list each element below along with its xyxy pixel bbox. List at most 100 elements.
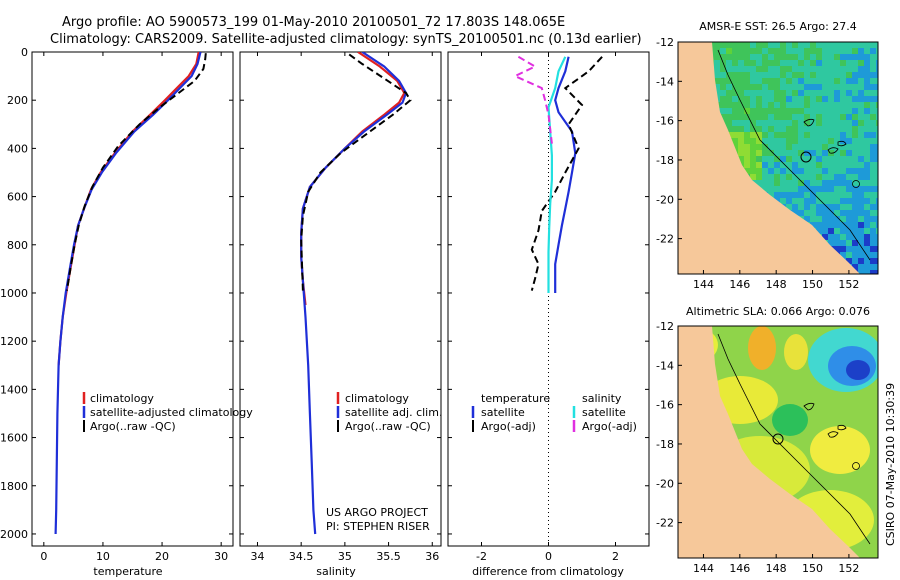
sst-cell	[870, 174, 876, 180]
sst-cell	[864, 186, 870, 192]
sst-cell	[864, 48, 870, 54]
sst-cell	[732, 48, 738, 54]
sst-cell	[858, 270, 864, 274]
sst-cell	[846, 222, 852, 228]
sst-cell	[750, 102, 756, 108]
sst-cell	[864, 90, 870, 96]
sst-cell	[762, 114, 768, 120]
sst-cell	[870, 132, 876, 138]
sst-cell	[846, 258, 852, 264]
sst-cell	[870, 246, 876, 252]
sst-cell	[822, 210, 828, 216]
sst-cell	[792, 126, 798, 132]
sst-cell	[816, 222, 822, 228]
sst-cell	[732, 96, 738, 102]
sst-cell	[768, 174, 774, 180]
sst-cell	[804, 96, 810, 102]
sst-cell	[840, 42, 846, 48]
sst-cell	[870, 66, 876, 72]
sst-cell	[828, 174, 834, 180]
sst-cell	[876, 198, 878, 204]
sst-cell	[870, 108, 876, 114]
sst-cell	[840, 150, 846, 156]
map-lat-tick-label: -14	[656, 75, 674, 88]
sst-cell	[822, 78, 828, 84]
x-tick-label: 20	[155, 550, 169, 563]
sst-cell	[786, 162, 792, 168]
sst-cell	[822, 144, 828, 150]
sst-cell	[810, 138, 816, 144]
sst-cell	[858, 150, 864, 156]
sst-cell	[840, 216, 846, 222]
sst-cell	[780, 78, 786, 84]
sst-cell	[834, 198, 840, 204]
sst-cell	[828, 78, 834, 84]
sst-cell	[774, 54, 780, 60]
sst-cell	[750, 108, 756, 114]
sst-cell	[726, 78, 732, 84]
sst-cell	[792, 108, 798, 114]
sst-cell	[768, 156, 774, 162]
sst-cell	[762, 108, 768, 114]
sst-cell	[750, 162, 756, 168]
sst-cell	[852, 48, 858, 54]
sst-cell	[756, 84, 762, 90]
sst-cell	[792, 156, 798, 162]
sst-map-reefs	[803, 118, 847, 154]
sst-cell	[804, 156, 810, 162]
sla-map-blob	[810, 426, 870, 474]
sst-cell	[864, 150, 870, 156]
sst-cell	[756, 180, 762, 186]
sst-cell	[834, 120, 840, 126]
sst-cell	[768, 42, 774, 48]
sst-cell	[822, 90, 828, 96]
sla-map-blob	[784, 334, 808, 370]
sst-cell	[792, 102, 798, 108]
sst-cell	[768, 108, 774, 114]
sst-cell	[774, 186, 780, 192]
sst-cell	[738, 156, 744, 162]
sst-cell	[864, 108, 870, 114]
sst-cell	[786, 72, 792, 78]
sst-cell	[714, 60, 720, 66]
sst-cell	[876, 42, 878, 48]
sst-cell	[804, 180, 810, 186]
sst-cell	[828, 240, 834, 246]
legend-label-argo: Argo(..raw -QC)	[345, 420, 431, 433]
sst-cell	[870, 252, 876, 258]
sst-cell	[840, 108, 846, 114]
sst-cell	[864, 126, 870, 132]
sst-cell	[822, 234, 828, 240]
sst-cell	[768, 66, 774, 72]
sst-cell	[840, 186, 846, 192]
sst-cell	[786, 120, 792, 126]
y-tick-label: 800	[7, 239, 28, 252]
sst-cell	[780, 186, 786, 192]
sst-cell	[780, 120, 786, 126]
sst-cell	[840, 204, 846, 210]
sst-cell	[786, 90, 792, 96]
map-lat-tick-label: -18	[656, 438, 674, 451]
sst-cell	[864, 114, 870, 120]
sst-cell	[768, 84, 774, 90]
sst-cell	[792, 192, 798, 198]
sst-cell	[822, 162, 828, 168]
sst-cell	[726, 120, 732, 126]
sst-cell	[738, 114, 744, 120]
sst-cell	[780, 42, 786, 48]
sst-cell	[762, 96, 768, 102]
sst-cell	[804, 192, 810, 198]
sst-cell	[858, 138, 864, 144]
sst-cell	[756, 42, 762, 48]
sst-cell	[852, 204, 858, 210]
sst-cell	[828, 138, 834, 144]
sst-cell	[792, 48, 798, 54]
sst-cell	[840, 78, 846, 84]
sst-cell	[816, 42, 822, 48]
sst-cell	[816, 78, 822, 84]
sst-cell	[780, 54, 786, 60]
sst-cell	[738, 78, 744, 84]
sst-cell	[822, 174, 828, 180]
map-lon-tick-label: 144	[693, 562, 714, 575]
sst-cell	[852, 66, 858, 72]
